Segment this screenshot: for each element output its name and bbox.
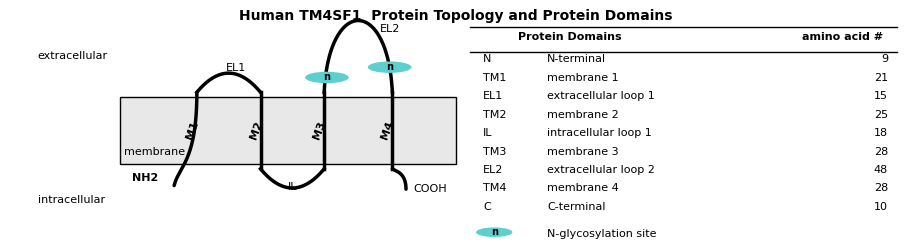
Text: n: n bbox=[385, 62, 393, 72]
Text: M2: M2 bbox=[248, 120, 263, 141]
Text: 9: 9 bbox=[880, 54, 887, 64]
Circle shape bbox=[367, 61, 411, 73]
Text: COOH: COOH bbox=[413, 184, 446, 194]
Text: EL2: EL2 bbox=[380, 24, 400, 34]
Text: Human TM4SF1  Protein Topology and Protein Domains: Human TM4SF1 Protein Topology and Protei… bbox=[239, 9, 672, 23]
Text: IL: IL bbox=[483, 128, 492, 138]
Text: C: C bbox=[483, 202, 490, 212]
Text: M4: M4 bbox=[380, 120, 395, 141]
Text: n: n bbox=[490, 227, 497, 237]
Text: NH2: NH2 bbox=[131, 174, 158, 183]
Text: n: n bbox=[323, 72, 330, 82]
Text: intracellular loop 1: intracellular loop 1 bbox=[547, 128, 651, 138]
Text: M1: M1 bbox=[184, 120, 200, 141]
Text: 15: 15 bbox=[873, 91, 887, 101]
Text: 25: 25 bbox=[873, 110, 887, 120]
Text: extracellular loop 2: extracellular loop 2 bbox=[547, 165, 654, 175]
Text: 18: 18 bbox=[873, 128, 887, 138]
Text: N-glycosylation site: N-glycosylation site bbox=[547, 229, 656, 239]
Text: membrane 1: membrane 1 bbox=[547, 73, 618, 83]
Text: 48: 48 bbox=[873, 165, 887, 175]
Text: EL2: EL2 bbox=[483, 165, 503, 175]
Text: intracellular: intracellular bbox=[37, 195, 105, 205]
Text: N: N bbox=[483, 54, 491, 64]
FancyBboxPatch shape bbox=[119, 97, 456, 164]
Text: extracellular loop 1: extracellular loop 1 bbox=[547, 91, 654, 101]
Text: C-terminal: C-terminal bbox=[547, 202, 605, 212]
Text: TM2: TM2 bbox=[483, 110, 507, 120]
Text: membrane: membrane bbox=[124, 147, 185, 157]
Text: amino acid #: amino acid # bbox=[802, 33, 883, 43]
Circle shape bbox=[305, 72, 348, 83]
Text: membrane 4: membrane 4 bbox=[547, 183, 618, 193]
Text: extracellular: extracellular bbox=[37, 52, 107, 61]
Text: N-terminal: N-terminal bbox=[547, 54, 606, 64]
Text: Protein Domains: Protein Domains bbox=[517, 33, 620, 43]
Text: 10: 10 bbox=[873, 202, 887, 212]
Text: TM3: TM3 bbox=[483, 147, 507, 156]
Text: EL1: EL1 bbox=[226, 63, 246, 73]
Text: TM1: TM1 bbox=[483, 73, 507, 83]
Text: 21: 21 bbox=[873, 73, 887, 83]
Text: TM4: TM4 bbox=[483, 183, 507, 193]
Text: membrane 3: membrane 3 bbox=[547, 147, 618, 156]
Text: M3: M3 bbox=[312, 120, 327, 141]
Text: 28: 28 bbox=[873, 147, 887, 156]
Circle shape bbox=[476, 227, 512, 237]
Text: membrane 2: membrane 2 bbox=[547, 110, 618, 120]
Text: IL: IL bbox=[287, 182, 297, 192]
Text: EL1: EL1 bbox=[483, 91, 503, 101]
Text: 28: 28 bbox=[873, 183, 887, 193]
